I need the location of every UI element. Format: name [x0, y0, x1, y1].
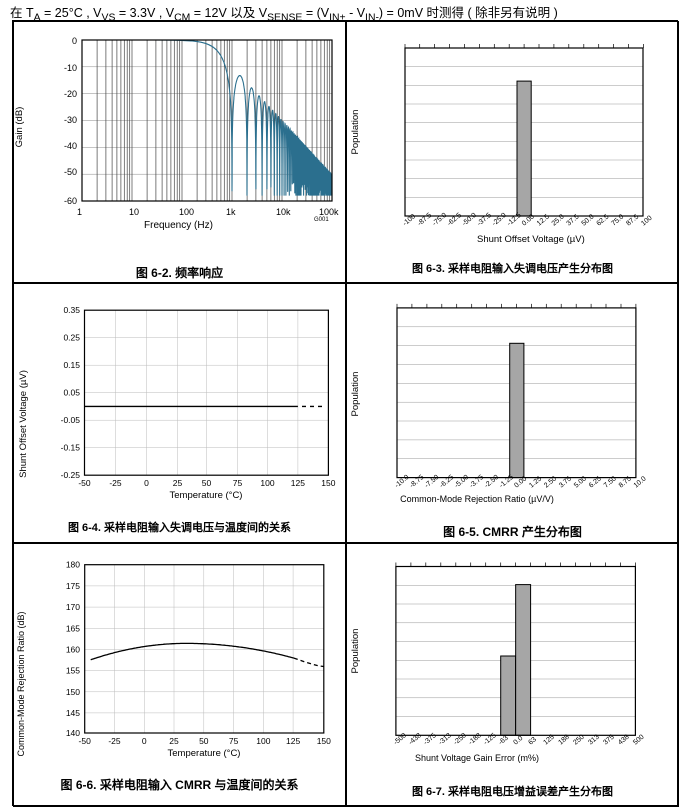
svg-text:Population: Population [350, 629, 361, 674]
svg-text:170: 170 [66, 602, 80, 612]
svg-text:-10.0: -10.0 [394, 474, 411, 490]
svg-text:-188: -188 [467, 732, 482, 746]
svg-text:100: 100 [179, 207, 194, 217]
svg-text:-125: -125 [482, 732, 497, 746]
svg-text:160: 160 [66, 644, 80, 654]
svg-text:-0.25: -0.25 [61, 470, 81, 480]
svg-text:-50: -50 [64, 167, 77, 177]
svg-text:25: 25 [173, 478, 183, 488]
svg-text:Shunt Offset Voltage (µV): Shunt Offset Voltage (µV) [18, 370, 29, 478]
svg-text:50: 50 [202, 478, 212, 488]
svg-text:-250: -250 [453, 732, 468, 746]
svg-text:Common-Mode Rejection Ratio (d: Common-Mode Rejection Ratio (dB) [16, 611, 26, 756]
svg-text:Gain (dB): Gain (dB) [14, 107, 25, 148]
svg-text:-375: -375 [423, 732, 438, 746]
svg-text:-60: -60 [64, 196, 77, 206]
svg-text:0.35: 0.35 [63, 305, 80, 315]
svg-text:G001: G001 [314, 217, 329, 223]
svg-text:-500: -500 [393, 732, 408, 746]
svg-text:-25: -25 [108, 736, 121, 746]
svg-text:75: 75 [229, 736, 239, 746]
svg-text:0: 0 [72, 36, 77, 46]
svg-text:-25: -25 [109, 478, 122, 488]
svg-text:-0.05: -0.05 [61, 415, 81, 425]
svg-text:150: 150 [321, 478, 335, 488]
svg-text:145: 145 [66, 708, 80, 718]
svg-text:150: 150 [66, 687, 80, 697]
svg-text:10k: 10k [276, 207, 291, 217]
svg-text:Frequency (Hz): Frequency (Hz) [144, 220, 213, 231]
svg-text:100: 100 [256, 736, 270, 746]
svg-text:Shunt Offset Voltage (µV): Shunt Offset Voltage (µV) [477, 234, 585, 245]
svg-text:180: 180 [66, 560, 80, 570]
svg-text:175: 175 [66, 581, 80, 591]
svg-text:-20: -20 [64, 89, 77, 99]
svg-text:50: 50 [199, 736, 209, 746]
svg-text:1: 1 [77, 207, 82, 217]
svg-text:-3.75: -3.75 [468, 474, 485, 490]
svg-text:-313: -313 [438, 732, 453, 746]
svg-text:0: 0 [142, 736, 147, 746]
svg-text:75: 75 [233, 478, 243, 488]
svg-text:150: 150 [317, 736, 331, 746]
svg-text:-100: -100 [402, 213, 417, 227]
svg-text:-10: -10 [64, 63, 77, 73]
svg-text:-37.5: -37.5 [476, 212, 493, 228]
svg-text:0.05: 0.05 [63, 388, 80, 398]
svg-text:-7.50: -7.50 [424, 474, 441, 490]
svg-text:Temperature (°C): Temperature (°C) [170, 490, 243, 501]
svg-text:-6.25: -6.25 [439, 474, 456, 490]
svg-text:-62.5: -62.5 [446, 212, 463, 228]
svg-text:0.15: 0.15 [63, 360, 80, 370]
svg-text:-0.15: -0.15 [61, 443, 81, 453]
svg-text:Population: Population [350, 372, 361, 417]
svg-text:-40: -40 [64, 141, 77, 151]
svg-text:165: 165 [66, 623, 80, 633]
svg-text:125: 125 [291, 478, 305, 488]
svg-text:125: 125 [286, 736, 300, 746]
svg-text:1k: 1k [226, 207, 236, 217]
svg-text:100k: 100k [319, 207, 339, 217]
svg-text:10: 10 [129, 207, 139, 217]
svg-text:-25.0: -25.0 [491, 212, 508, 228]
svg-text:25: 25 [169, 736, 179, 746]
svg-text:-63: -63 [497, 735, 509, 747]
svg-text:-8.75: -8.75 [409, 474, 426, 490]
svg-text:Common-Mode Rejection Ratio (µ: Common-Mode Rejection Ratio (µV/V) [400, 494, 554, 504]
svg-text:Shunt Voltage Gain Error (m%): Shunt Voltage Gain Error (m%) [415, 753, 539, 763]
svg-text:-2.50: -2.50 [483, 474, 500, 490]
svg-text:0.0: 0.0 [512, 735, 524, 747]
svg-text:-438: -438 [408, 732, 423, 746]
svg-text:0.25: 0.25 [63, 333, 80, 343]
svg-text:Population: Population [350, 110, 361, 155]
svg-text:100: 100 [260, 478, 274, 488]
svg-text:-75.0: -75.0 [431, 212, 448, 228]
svg-text:-50: -50 [79, 736, 92, 746]
svg-text:155: 155 [66, 666, 80, 676]
svg-text:-50: -50 [78, 478, 91, 488]
svg-text:Temperature (°C): Temperature (°C) [168, 748, 241, 759]
svg-text:-50.0: -50.0 [461, 212, 478, 228]
svg-text:-87.5: -87.5 [416, 212, 433, 228]
svg-text:-30: -30 [64, 115, 77, 125]
svg-text:-5.00: -5.00 [453, 474, 470, 490]
svg-text:0: 0 [144, 478, 149, 488]
svg-text:63: 63 [527, 736, 538, 746]
